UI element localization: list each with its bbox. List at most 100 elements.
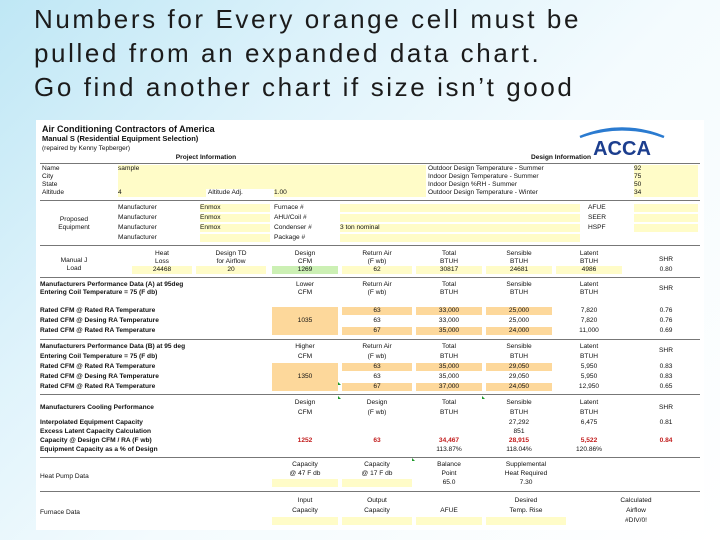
perf-a-shr: 0.76 bbox=[659, 317, 673, 324]
load-header: BTUH bbox=[440, 258, 458, 265]
perf-a-cfm-cell bbox=[272, 307, 338, 335]
perf-b-sensible: 29,050 bbox=[486, 363, 552, 371]
equipment-label-line2: Equipment bbox=[58, 224, 90, 231]
altitude-adj-label: Altitude Adj. bbox=[208, 189, 243, 196]
furnace-header: Output bbox=[367, 497, 387, 504]
divider bbox=[40, 200, 700, 201]
load-header: Total bbox=[442, 250, 456, 257]
furnace-value bbox=[416, 517, 482, 525]
sheet-header: Air Conditioning Contractors of America … bbox=[42, 124, 215, 154]
perf-a-header: BTUH bbox=[580, 289, 598, 296]
heat-pump-label: Heat Pump Data bbox=[40, 473, 89, 480]
cooling-header: Sensible bbox=[506, 399, 532, 406]
cooling-header: (F wb) bbox=[367, 409, 387, 416]
slide-title: Numbers for Every orange cell must be pu… bbox=[34, 2, 714, 104]
perf-b-row-label: Rated CFM @ Rated RA Temperature bbox=[40, 383, 156, 390]
cooling-header: CFM bbox=[297, 409, 313, 416]
perf-a-sensible: 25,000 bbox=[486, 307, 552, 315]
perf-b-header: SHR bbox=[659, 347, 673, 354]
equipment-field: Manufacturer bbox=[118, 204, 157, 211]
furnace-header: Input bbox=[297, 497, 313, 504]
perf-a-latent: 7,820 bbox=[580, 317, 598, 324]
perf-a-row-label: Rated CFM @ Rated RA Temperature bbox=[40, 327, 156, 334]
perf-b-header: (F wb) bbox=[367, 353, 387, 360]
load-header: for Airflow bbox=[216, 258, 246, 265]
equipment-type: Package # bbox=[274, 234, 306, 241]
design-value: 50 bbox=[634, 181, 698, 189]
load-header: Sensible bbox=[506, 250, 532, 257]
comment-marker-icon bbox=[338, 382, 341, 385]
furnace-header: Capacity bbox=[364, 507, 390, 514]
load-value: 24468 bbox=[132, 266, 192, 274]
perf-a-header: Lower bbox=[296, 281, 314, 288]
perf-a-shr: 0.69 bbox=[659, 327, 673, 334]
divider bbox=[40, 457, 700, 458]
cooling-header: Total bbox=[442, 399, 456, 406]
furnace-value bbox=[342, 517, 412, 525]
project-info-heading: Project Information bbox=[175, 154, 237, 161]
cooling-wb: 63 bbox=[373, 437, 381, 444]
perf-b-shr: 0.83 bbox=[659, 373, 673, 380]
acca-logo: ACCA bbox=[579, 127, 665, 158]
project-value: sample bbox=[118, 165, 426, 173]
load-value: 62 bbox=[342, 266, 412, 274]
perf-b-header: Return Air bbox=[362, 343, 392, 350]
cooling-header: Design bbox=[294, 399, 316, 406]
heat-pump-header: Heat Required bbox=[504, 470, 548, 477]
heat-pump-header: Point bbox=[441, 470, 457, 477]
equipment-rating-label: HSPF bbox=[588, 224, 606, 231]
perf-b-latent: 5,950 bbox=[580, 363, 598, 370]
perf-b-wb: 63 bbox=[373, 373, 381, 380]
divider bbox=[40, 245, 700, 246]
perf-a-wb: 67 bbox=[342, 327, 412, 335]
cooling-heading: Manufacturers Cooling Performance bbox=[40, 404, 154, 411]
design-label: Indoor Design %RH - Summer bbox=[428, 181, 518, 188]
design-value: 75 bbox=[634, 173, 698, 181]
cooling-latent: 6,475 bbox=[580, 419, 598, 426]
cooling-sensible: 118.04% bbox=[506, 446, 532, 453]
perf-b-header: Sensible bbox=[506, 343, 532, 350]
perf-b-header: BTUH bbox=[440, 353, 458, 360]
cooling-sensible: 28,915 bbox=[508, 437, 530, 444]
furnace-value bbox=[272, 517, 338, 525]
equipment-model: 3 ton nominal bbox=[340, 224, 580, 232]
perf-b-sensible: 29,050 bbox=[508, 373, 530, 380]
perf-b-total: 35,000 bbox=[438, 373, 460, 380]
title-line-3: Go find another chart if size isn’t good bbox=[34, 72, 575, 102]
perf-b-shr: 0.65 bbox=[659, 383, 673, 390]
load-label-line1: Manual J bbox=[60, 257, 88, 264]
load-value: 20 bbox=[196, 266, 266, 274]
equipment-rating-value bbox=[634, 214, 698, 222]
perf-a-total: 33,000 bbox=[416, 307, 482, 315]
perf-a-header: Return Air bbox=[362, 281, 392, 288]
perf-a-total: 33,000 bbox=[438, 317, 460, 324]
equipment-type: Condenser # bbox=[274, 224, 312, 231]
cooling-header: Latent bbox=[579, 399, 599, 406]
perf-b-wb: 67 bbox=[342, 383, 412, 391]
divider bbox=[40, 163, 700, 164]
perf-b-latent: 12,950 bbox=[578, 383, 600, 390]
heat-pump-value bbox=[342, 479, 412, 487]
divider bbox=[40, 339, 700, 340]
load-header: CFM bbox=[297, 258, 313, 265]
load-header: (F wb) bbox=[367, 258, 387, 265]
heat-pump-header: Capacity bbox=[292, 461, 318, 468]
load-value: 4986 bbox=[556, 266, 622, 274]
equipment-rating-label: AFUE bbox=[588, 204, 606, 211]
perf-a-header: SHR bbox=[659, 285, 673, 292]
load-header: Return Air bbox=[362, 250, 392, 257]
equipment-mfr bbox=[200, 234, 270, 242]
perf-b-cfm-cell bbox=[272, 363, 338, 391]
equipment-field: Manufacturer bbox=[118, 234, 157, 241]
cooling-shr: 0.84 bbox=[659, 437, 673, 444]
cooling-header: BTUH bbox=[440, 409, 458, 416]
perf-b-total: 37,000 bbox=[416, 383, 482, 391]
perf-b-header: Total bbox=[442, 343, 456, 350]
perf-b-latent: 5,950 bbox=[580, 373, 598, 380]
project-value: 4 bbox=[118, 189, 206, 197]
cooling-row-label: Equipment Capacity as a % of Design bbox=[40, 446, 158, 453]
sheet-header-line1: Air Conditioning Contractors of America bbox=[42, 124, 215, 134]
perf-b-header: CFM bbox=[297, 353, 313, 360]
sheet-header-line2: Manual S (Residential Equipment Selectio… bbox=[42, 134, 199, 143]
equipment-mfr: Enmox bbox=[200, 204, 270, 212]
